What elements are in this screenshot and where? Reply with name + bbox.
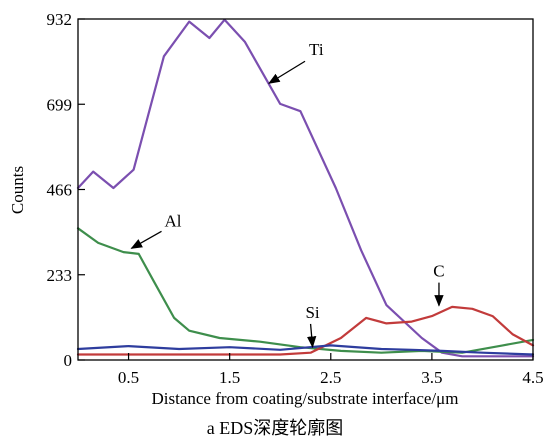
annotation-label-si: Si [305,303,319,322]
x-axis-label: Distance from coating/substrate interfac… [152,389,459,408]
annotation-arrow-ti [268,60,306,84]
figure-caption: a EDS深度轮廓图 [206,418,344,438]
x-tick-label: 4.5 [522,368,543,387]
x-tick-label: 3.5 [421,368,442,387]
annotation-layer: Ti Al Si C [130,40,445,349]
x-tick-label: 0.5 [118,368,139,387]
series-layer [76,18,535,358]
annotation-label-c: C [433,262,444,281]
y-tick-label: 233 [47,266,73,285]
series-line-al [76,227,535,354]
series-line-c [76,305,535,356]
x-tick-label: 1.5 [219,368,240,387]
annotation-label-al: Al [165,211,182,230]
y-tick-label: 932 [47,10,73,29]
annotation-label-ti: Ti [309,40,324,59]
y-tick-label: 699 [47,95,73,114]
annotation-arrow-al [130,230,162,249]
ticks-layer: 0.5 1.5 2.5 3.5 4.5 0 233 466 699 932 [47,10,544,387]
y-tick-label: 0 [64,351,73,370]
annotation-arrow-si [307,323,317,349]
y-axis-label: Counts [8,166,27,214]
series-line-si [76,344,535,356]
y-tick-label: 466 [47,181,73,200]
series-line-ti [76,18,535,358]
x-tick-label: 2.5 [320,368,341,387]
